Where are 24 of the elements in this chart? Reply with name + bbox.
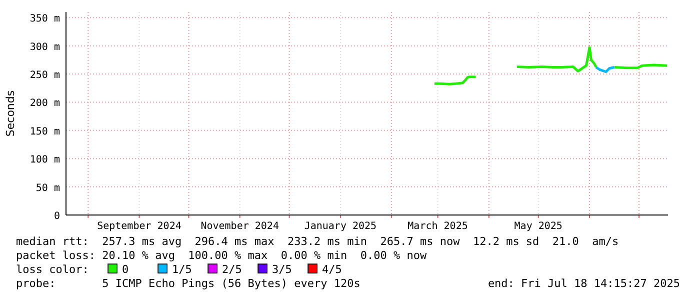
text: end: Fri Jul 18 14:15:27 2025 <box>488 277 680 290</box>
legend-title: loss color: <box>16 263 89 276</box>
legend-label: 1/5 <box>172 263 192 276</box>
x-tick-label: September 2024 <box>97 221 182 232</box>
legend-label: 0 <box>122 263 129 276</box>
y-tick-label: 150 m <box>30 126 60 138</box>
x-tick-label: January 2025 <box>304 221 377 232</box>
y-tick-label: 300 m <box>30 42 60 53</box>
y-tick-label: 200 m <box>30 98 60 110</box>
y-axis-title: Seconds <box>4 90 17 137</box>
text: median rtt: 257.3 ms avg 296.4 ms max 233.2 ms min 265.7 ms now 12.2 ms sd 21.0 am/s <box>16 235 619 248</box>
legend-label: 4/5 <box>322 263 342 276</box>
legend-label: 2/5 <box>222 263 242 276</box>
x-tick-label: November 2024 <box>200 221 279 232</box>
y-tick-label: 350 m <box>30 14 60 25</box>
x-tick-label: March 2025 <box>408 221 468 232</box>
y-tick-label: 0 <box>54 211 60 222</box>
x-tick-label: May 2025 <box>514 221 562 232</box>
y-tick-label: 250 m <box>30 70 60 82</box>
text: packet loss: 20.10 % avg 100.00 % max 0.00 % min 0.00 % now <box>16 249 427 262</box>
legend-label: 3/5 <box>272 263 292 276</box>
y-tick-label: 100 m <box>30 154 60 166</box>
y-tick-label: 50 m <box>36 182 60 194</box>
text: probe: 5 ICMP Echo Pings (56 Bytes) every 120s <box>16 277 360 290</box>
